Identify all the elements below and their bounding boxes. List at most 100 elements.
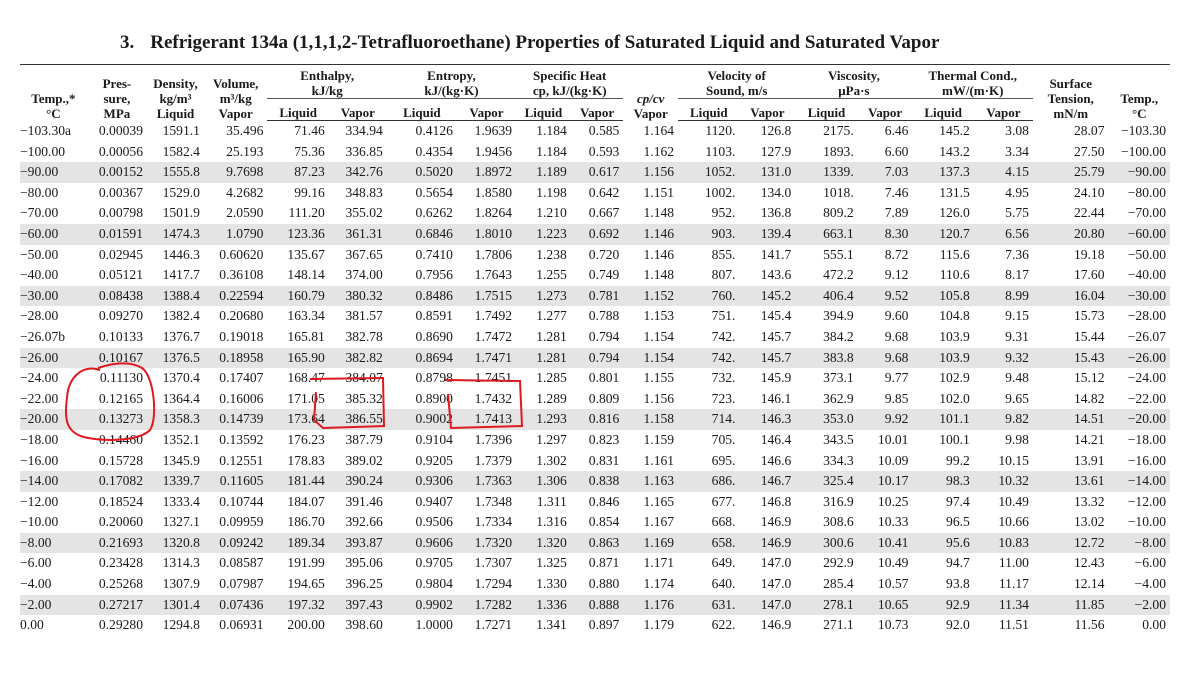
table-title: 3. Refrigerant 134a (1,1,1,2-Tetrafluoroe… (120, 32, 939, 54)
table-cell: 0.21693 (86, 532, 148, 554)
table-cell: 15.44 (1073, 328, 1105, 344)
table-cell: 381.57 (345, 308, 383, 324)
header-specific-heat: Specific Heat cp, kJ/(kg·K) (516, 64, 624, 99)
table-cell: 0.00056 (98, 143, 144, 159)
table-cell: 1.162 (643, 143, 675, 159)
table-cell: 146.4 (760, 431, 792, 447)
header-row-groups: Temp.,* °C Pres-sure, MPa Density, kg/m³ Liq… (20, 64, 1170, 121)
table-cell: 99.16 (294, 184, 325, 200)
header-velocity-liquid: Liquid (678, 99, 740, 121)
table-cell: 380.32 (328, 285, 387, 307)
header-conductivity-vapor: Vapor (973, 99, 1033, 121)
table-cell: 677. (711, 493, 736, 509)
table-cell: 10.49 (877, 555, 909, 571)
table-cell: 0.17082 (86, 471, 148, 492)
table-cell: 0.794 (570, 347, 624, 369)
table-cell: 0.13592 (219, 431, 264, 447)
table-cell: 5.75 (1005, 205, 1029, 221)
table-row: −18.00 0.14460 1352.1 0.13592 176.23 387.79 0.… (20, 430, 1170, 451)
table-cell: 0.9407 (415, 493, 453, 509)
table-cell: 0.8690 (415, 328, 453, 344)
table-cell: 9.15 (1005, 308, 1029, 324)
table-cell: −26.07 (1127, 328, 1166, 344)
table-cell: 1.164 (643, 122, 675, 138)
table-cell: 28.07 (1073, 122, 1105, 138)
table-cell: −20.00 (1108, 409, 1170, 430)
table-cell: 348.83 (345, 184, 383, 200)
table-cell: 93.8 (946, 576, 970, 592)
table-cell: 373.1 (823, 370, 854, 386)
table-cell: 472.2 (823, 267, 854, 283)
table-cell: 1.7282 (456, 594, 517, 616)
table-cell: 391.46 (345, 493, 383, 509)
table-cell: 0.831 (588, 452, 620, 468)
table-cell: 0.14739 (203, 409, 268, 430)
table-cell: 178.83 (287, 452, 325, 468)
table-cell: 760. (678, 285, 740, 307)
table-cell: −100.00 (1120, 143, 1166, 159)
table-cell: 1.153 (643, 308, 675, 324)
table-cell: −12.00 (1127, 493, 1166, 509)
table-cell: −8.00 (1108, 532, 1170, 554)
table-cell: 1301.4 (147, 594, 204, 616)
table-cell: 1446.3 (162, 246, 200, 262)
table-cell: 2175. (823, 123, 854, 138)
table-cell: 168.47 (287, 370, 325, 386)
table-cell: 1052. (678, 162, 740, 183)
table-cell: 1376.5 (147, 347, 204, 369)
table-cell: 2.0590 (226, 205, 264, 221)
table-cell: −2.00 (20, 594, 87, 616)
table-cell: 0.17407 (219, 370, 264, 386)
table-cell: 25.193 (226, 143, 264, 159)
table-cell: 13.32 (1073, 493, 1105, 509)
table-cell: 0.801 (588, 370, 620, 386)
table-cell: 0.10133 (98, 328, 144, 344)
table-cell: 0.05121 (98, 267, 144, 283)
header-viscosity: Viscosity, μPa·s (795, 64, 913, 99)
table-cell: 9.12 (884, 267, 909, 283)
table-row: −16.00 0.15728 1345.9 0.12551 178.83 389.02 0.… (20, 451, 1170, 472)
table-cell: 0.18524 (98, 493, 144, 509)
table-cell: 1.238 (536, 246, 567, 262)
table-cell: 0.23428 (98, 555, 144, 571)
table-cell: 0.9902 (386, 594, 457, 616)
table-cell: 1.198 (536, 184, 567, 200)
table-row: −26.07b 0.10133 1376.7 0.19018 165.81 382.78 0… (20, 327, 1170, 348)
table-cell: 0.00039 (98, 122, 144, 138)
table-cell: 392.66 (345, 514, 383, 530)
table-cell: 1.8010 (456, 223, 517, 245)
table-cell: 1.184 (536, 143, 567, 159)
table-cell: 10.49 (998, 493, 1029, 509)
table-cell: 0.863 (570, 532, 624, 554)
table-cell: 353.0 (795, 409, 858, 430)
table-cell: 1002. (704, 184, 736, 200)
table-cell: 658. (678, 532, 740, 554)
table-cell: 103.9 (939, 328, 970, 344)
table-cell: 1.7471 (456, 347, 517, 369)
header-conductivity: Thermal Cond., mW/(m·K) (912, 64, 1033, 99)
header-enthalpy: Enthalpy, kJ/kg (267, 64, 387, 99)
table-cell: 0.720 (588, 246, 620, 262)
table-row: −40.00 0.05121 1417.7 0.36108 148.14 374.00 0.… (20, 265, 1170, 286)
table-cell: 0.9205 (415, 452, 453, 468)
table-cell: 555.1 (823, 246, 854, 262)
table-cell: 398.60 (345, 617, 383, 633)
table-cell: 0.06931 (219, 617, 264, 633)
header-viscosity-vapor: Vapor (857, 99, 913, 121)
table-cell: 1.174 (643, 576, 675, 592)
table-cell: −4.00 (20, 576, 52, 592)
table-cell: 1.146 (623, 223, 679, 245)
table-cell: −6.00 (20, 555, 52, 571)
table-cell: 1.255 (536, 267, 567, 283)
table-cell: 1.146 (643, 246, 675, 262)
table-cell: 334.94 (345, 123, 383, 138)
table-row: −6.00 0.23428 1314.3 0.08587 191.99 395.06 0.9… (20, 553, 1170, 574)
table-cell: 0.788 (588, 308, 620, 324)
table-cell: 171.05 (287, 390, 325, 406)
table-cell: 12.43 (1073, 555, 1105, 571)
table-cell: 0.794 (588, 328, 620, 344)
table-cell: −10.00 (1127, 514, 1166, 530)
table-cell: 17.60 (1073, 267, 1105, 283)
table-cell: 1591.1 (162, 122, 200, 138)
table-cell: 1.156 (623, 162, 679, 183)
